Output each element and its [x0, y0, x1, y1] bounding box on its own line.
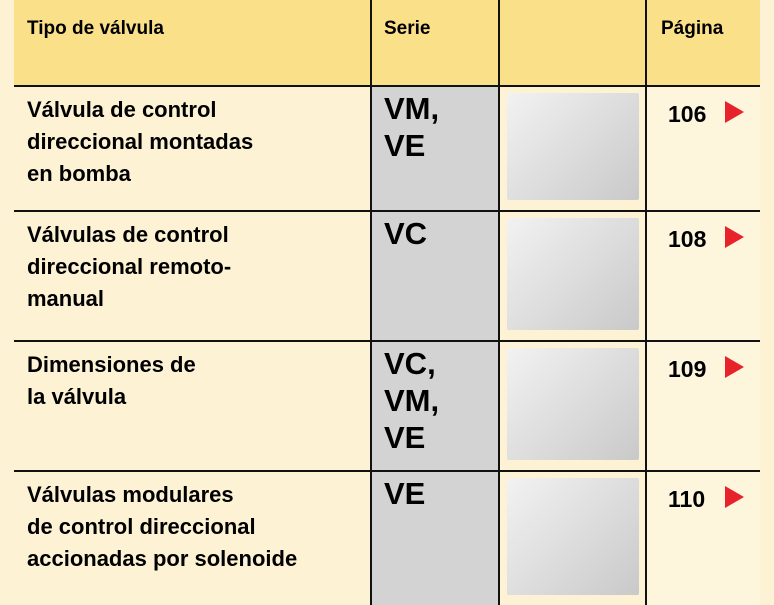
valve-type: Válvulas modulares [27, 482, 234, 507]
page-arrow [725, 486, 744, 508]
valve-type: en bomba [27, 161, 131, 186]
header-band [14, 0, 760, 85]
series: VC, [384, 346, 436, 381]
valve-type: manual [27, 286, 105, 311]
page-arrow [725, 101, 744, 123]
series: VE [384, 476, 426, 511]
product-image [507, 93, 639, 200]
valve-type: de control direccional [27, 514, 256, 539]
row-line [14, 470, 760, 472]
column-header: Página [661, 18, 724, 39]
page-column [645, 85, 760, 605]
column-header: Tipo de válvula [27, 18, 164, 39]
column-line [498, 0, 500, 605]
column-line [370, 0, 372, 605]
page-number: 110 [668, 486, 706, 512]
valve-type: direccional remoto- [27, 254, 232, 279]
series: VC [384, 216, 428, 251]
row-line [14, 340, 760, 342]
series: VM, [384, 383, 440, 418]
valve-type: la válvula [27, 384, 127, 409]
series-column [370, 85, 498, 605]
row-line [14, 210, 760, 212]
page-arrow [725, 226, 744, 248]
valve-type: direccional montadas [27, 129, 254, 154]
valve-type: accionadas por solenoide [27, 546, 298, 571]
product-image [507, 478, 639, 595]
page-number: 108 [668, 226, 707, 252]
page-number: 106 [668, 101, 707, 127]
product-image [507, 348, 639, 460]
valve-type: Válvula de control [27, 97, 217, 122]
product-image [507, 218, 639, 330]
page-number: 109 [668, 356, 707, 382]
row-line [14, 85, 760, 87]
column-header: Serie [384, 18, 431, 39]
series: VE [384, 420, 426, 455]
page-arrow [725, 356, 744, 378]
valve-type: Dimensiones de [27, 352, 196, 377]
valve-type: Válvulas de control [27, 222, 229, 247]
series: VE [384, 128, 426, 163]
column-line [645, 0, 647, 605]
series: VM, [384, 91, 440, 126]
